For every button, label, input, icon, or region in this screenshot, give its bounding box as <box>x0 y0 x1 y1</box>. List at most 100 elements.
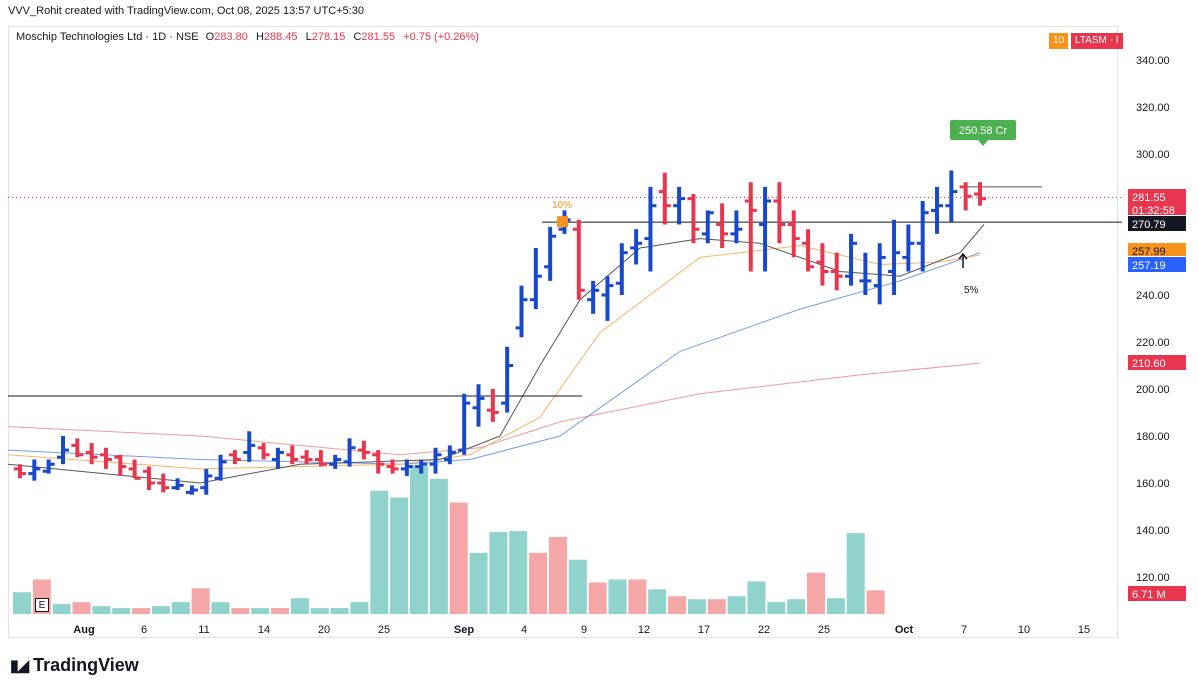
brand-name: TradingView <box>33 655 139 675</box>
ohlc-bar[interactable] <box>701 210 714 244</box>
y-tick-label: 160.00 <box>1136 478 1170 490</box>
x-tick-label: 20 <box>318 624 330 636</box>
ohlc-bar[interactable] <box>314 450 327 467</box>
ohlc-bar[interactable] <box>816 243 829 286</box>
ohlc-bar[interactable] <box>56 436 69 465</box>
ohlc-bar[interactable] <box>372 450 385 474</box>
ohlc-bar[interactable] <box>157 473 170 493</box>
earnings-marker[interactable]: E <box>35 598 49 612</box>
indicator-badge-10[interactable]: 10 <box>1049 33 1069 49</box>
ohlc-bar[interactable] <box>630 229 643 265</box>
ohlc-bar[interactable] <box>185 485 198 495</box>
ohlc-bar[interactable] <box>501 346 514 413</box>
ohlc-bar[interactable] <box>14 464 26 479</box>
ohlc-bar[interactable] <box>544 226 557 281</box>
ohlc-bar[interactable] <box>85 443 98 465</box>
ohlc-bar[interactable] <box>228 450 241 465</box>
ohlc-bar[interactable] <box>515 285 528 338</box>
ohlc-bar[interactable] <box>916 201 929 272</box>
volume-bar <box>767 602 786 614</box>
ohlc-bar[interactable] <box>787 210 800 258</box>
ohlc-bar[interactable] <box>945 170 958 223</box>
ohlc-bar[interactable] <box>902 224 915 272</box>
ohlc-bar[interactable] <box>873 243 886 305</box>
ohlc-bar[interactable] <box>214 454 227 481</box>
ohlc-bar[interactable] <box>429 447 442 474</box>
volume-bar <box>668 596 687 614</box>
ohlc-bar[interactable] <box>644 186 657 272</box>
tradingview-logo: ▮◢ TradingView <box>10 655 139 676</box>
volume-bar <box>231 608 250 614</box>
ohlc-bar[interactable] <box>773 182 786 244</box>
x-tick-label: 9 <box>581 624 587 636</box>
ohlc-bar[interactable] <box>271 447 284 469</box>
ohlc-bar[interactable] <box>888 219 901 295</box>
ohlc-bar[interactable] <box>859 252 872 295</box>
ohlc-bar[interactable] <box>601 276 614 321</box>
ohlc-bar[interactable] <box>243 431 256 462</box>
x-tick-label: 11 <box>198 624 209 636</box>
ohlc-bar[interactable] <box>114 454 127 476</box>
ohlc-bar[interactable] <box>343 438 356 467</box>
volume-bar <box>846 533 865 614</box>
ohlc-bar[interactable] <box>286 445 299 465</box>
ohlc-bar[interactable] <box>730 210 743 244</box>
ohlc-bar[interactable] <box>128 459 141 480</box>
ohlc-bar[interactable] <box>386 459 399 474</box>
ohlc-bar[interactable] <box>257 443 270 460</box>
ohlc-bar[interactable] <box>415 459 428 474</box>
volume-bar <box>787 599 806 614</box>
ohlc-bar[interactable] <box>472 384 485 427</box>
ohlc-bar[interactable] <box>959 182 972 211</box>
ohlc-bar[interactable] <box>486 389 499 422</box>
ohlc-bar[interactable] <box>572 219 585 300</box>
ohlc-bar[interactable] <box>300 450 313 465</box>
y-tick-label: 220.00 <box>1136 337 1170 349</box>
x-tick-label: 15 <box>1078 624 1090 636</box>
ema-200-line <box>7 362 981 456</box>
ohlc-bar[interactable] <box>458 393 471 455</box>
ohlc-bar[interactable] <box>802 229 815 272</box>
ohlc-bar[interactable] <box>42 459 55 474</box>
ohlc-bar[interactable] <box>587 280 600 314</box>
ohlc-bar[interactable] <box>845 233 858 286</box>
ohlc-bar[interactable] <box>400 459 413 476</box>
ema-badge-257-99-text: 257.99 <box>1132 246 1166 258</box>
ohlc-bar[interactable] <box>759 186 772 272</box>
ohlc-bar[interactable] <box>931 186 944 234</box>
ohlc-bar[interactable] <box>658 172 671 225</box>
ohlc-bar[interactable] <box>99 447 112 469</box>
ohlc-bar[interactable] <box>830 252 843 291</box>
ohlc-bar[interactable] <box>529 248 542 310</box>
ohlc-bar[interactable] <box>716 203 729 248</box>
orange-marker <box>557 216 568 228</box>
volume-bar <box>191 588 210 614</box>
ohlc-bar[interactable] <box>974 182 986 206</box>
volume-bar <box>310 608 329 614</box>
ema-badge-257-99-bg <box>1128 243 1186 256</box>
volume-bar <box>509 531 528 614</box>
ohlc-bar[interactable] <box>443 445 456 465</box>
volume-bar <box>429 478 448 614</box>
x-tick-label: 22 <box>758 624 770 636</box>
ema-badge-257-19-bg <box>1128 257 1186 272</box>
ohlc-bar[interactable] <box>744 182 757 272</box>
ohlc-bar[interactable] <box>71 438 84 458</box>
ohlc-bar[interactable] <box>28 459 41 481</box>
ohlc-bar[interactable] <box>357 440 370 460</box>
volume-bar <box>588 582 607 614</box>
ohlc-bar[interactable] <box>171 478 184 491</box>
ohlc-bar[interactable] <box>142 466 155 491</box>
x-tick-label: 6 <box>141 624 147 636</box>
ohlc-bar[interactable] <box>329 454 342 469</box>
ohlc-bar[interactable] <box>615 243 628 295</box>
low-value: 278.15 <box>311 31 346 43</box>
indicator-badge-ltasm[interactable]: LTASM - I <box>1071 33 1123 49</box>
symbol-label[interactable]: Moschip Technologies Ltd · 1D · NSE <box>16 31 199 43</box>
ohlc-bar[interactable] <box>687 193 700 244</box>
volume-bar <box>370 490 389 614</box>
ohlc-bar[interactable] <box>200 468 213 495</box>
ohlc-bar[interactable] <box>673 186 686 225</box>
chart-frame[interactable] <box>8 26 1118 638</box>
